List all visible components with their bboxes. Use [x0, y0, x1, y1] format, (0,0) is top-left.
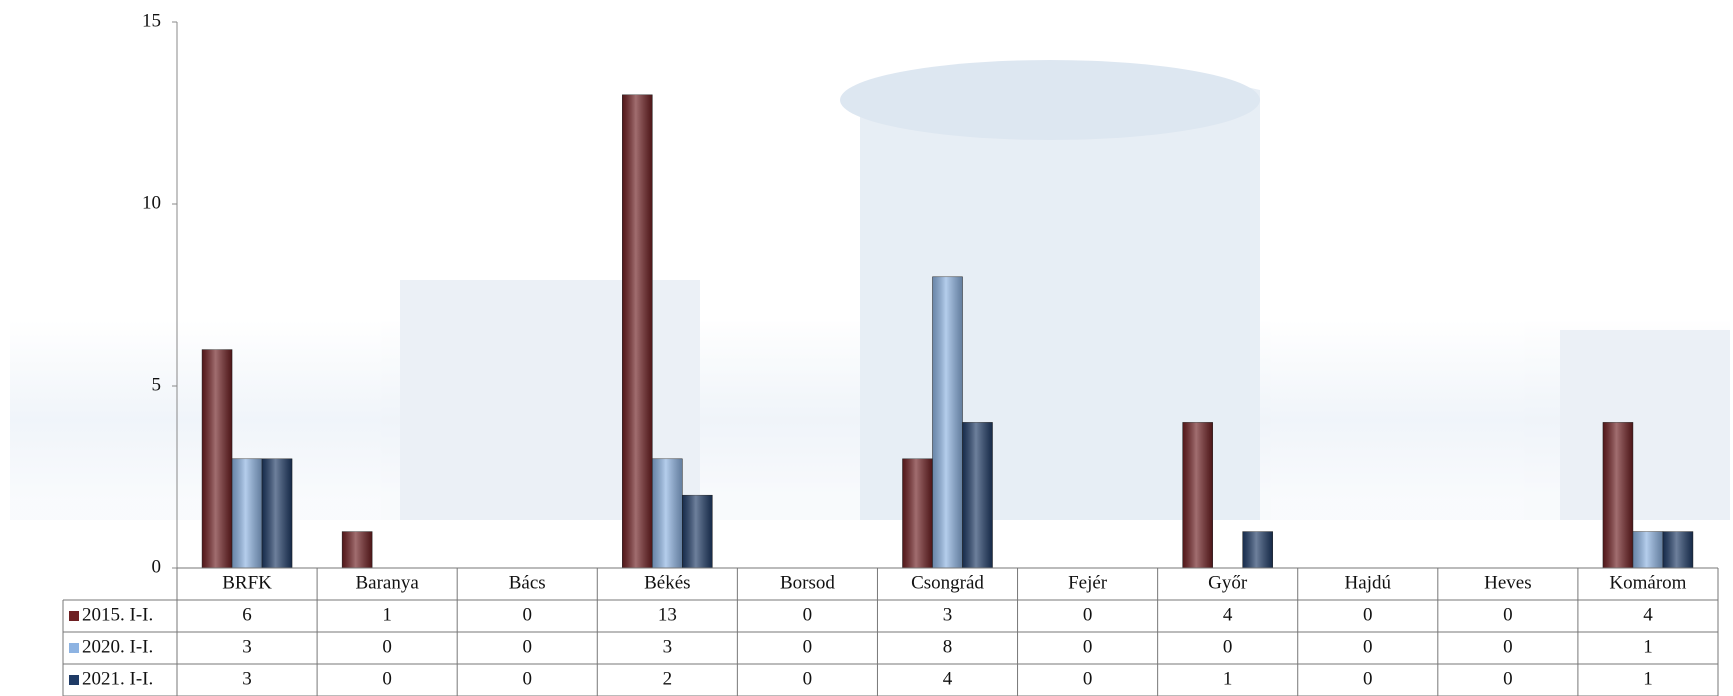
table-cell: 1 [1643, 636, 1653, 657]
table-cell: 3 [943, 604, 953, 625]
bar-shine [342, 531, 373, 568]
x-tick-label: Baranya [355, 572, 419, 593]
bar-shine [1242, 531, 1273, 568]
x-tick-label: BRFK [222, 572, 272, 593]
table-cell: 13 [658, 604, 677, 625]
legend-key [69, 643, 79, 653]
x-tick-label: Bács [509, 572, 546, 593]
table-cell: 3 [663, 636, 673, 657]
background-building [10, 60, 1730, 520]
table-cell: 0 [382, 668, 392, 689]
bar-shine [652, 458, 683, 568]
bar-shine [1182, 422, 1213, 568]
bar-shine [902, 458, 933, 568]
table-cell: 4 [1223, 604, 1233, 625]
x-tick-label: Békés [644, 572, 690, 593]
bar-shine [682, 495, 713, 568]
bar-shine [622, 94, 653, 569]
bar-shine [932, 276, 963, 568]
y-tick-label: 0 [152, 556, 162, 577]
table-cell: 0 [1083, 604, 1093, 625]
table-cell: 0 [803, 668, 813, 689]
x-tick-label: Komárom [1609, 572, 1686, 593]
y-tick-label: 15 [142, 10, 161, 31]
table-cell: 0 [1223, 636, 1233, 657]
table-cell: 0 [1083, 636, 1093, 657]
table-cell: 0 [1363, 636, 1373, 657]
table-cell: 1 [382, 604, 392, 625]
table-cell: 1 [1223, 668, 1233, 689]
table-cell: 0 [522, 636, 532, 657]
x-tick-label: Csongrád [911, 572, 984, 593]
legend-label: 2021. I-I. [82, 668, 153, 689]
legend-label: 2020. I-I. [82, 636, 153, 657]
x-tick-label: Hajdú [1345, 572, 1392, 593]
table-cell: 0 [1363, 604, 1373, 625]
table-cell: 4 [943, 668, 953, 689]
table-cell: 0 [522, 604, 532, 625]
table-cell: 8 [943, 636, 953, 657]
table-cell: 6 [242, 604, 252, 625]
table-cell: 1 [1643, 668, 1653, 689]
x-tick-label: Borsod [780, 572, 835, 593]
table-cell: 0 [803, 604, 813, 625]
table-cell: 0 [382, 636, 392, 657]
x-tick-label: Heves [1484, 572, 1531, 593]
legend-label: 2015. I-I. [82, 604, 153, 625]
table-cell: 0 [1503, 668, 1513, 689]
x-tick-label: Fejér [1068, 572, 1108, 593]
y-tick-label: 5 [152, 374, 162, 395]
bar-shine [1662, 531, 1693, 568]
x-tick-label: Győr [1208, 572, 1248, 593]
table-cell: 0 [803, 636, 813, 657]
table-cell: 3 [242, 636, 252, 657]
legend-key [69, 675, 79, 685]
table-cell: 0 [1083, 668, 1093, 689]
table-cell: 0 [522, 668, 532, 689]
table-cell: 0 [1503, 604, 1513, 625]
bar-shine [962, 422, 993, 568]
bar-shine [232, 458, 263, 568]
table-cell: 3 [242, 668, 252, 689]
table-cell: 2 [663, 668, 673, 689]
y-tick-label: 10 [142, 192, 161, 213]
table-cell: 0 [1503, 636, 1513, 657]
table-cell: 4 [1643, 604, 1653, 625]
bar-shine [1602, 422, 1633, 568]
bar-shine [1632, 531, 1663, 568]
bar-shine [202, 349, 233, 568]
bar-shine [262, 458, 293, 568]
table-cell: 0 [1363, 668, 1373, 689]
legend-key [69, 611, 79, 621]
